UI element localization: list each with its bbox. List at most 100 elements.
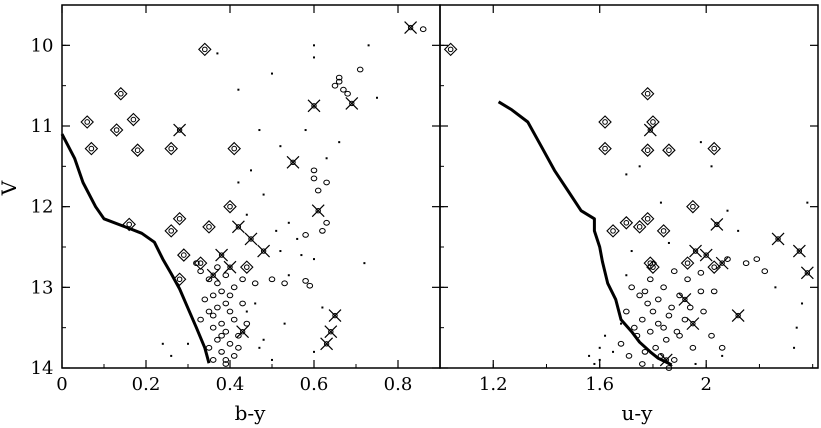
diamond-point — [640, 211, 655, 226]
circle-point — [670, 357, 678, 363]
circle-point — [218, 332, 225, 339]
dot-point — [667, 241, 670, 244]
diamond-point-center — [666, 147, 672, 153]
diamond-point-center — [690, 203, 696, 210]
diamond-point — [662, 143, 676, 157]
circle-point — [310, 175, 318, 182]
dot-point — [187, 342, 189, 345]
diamond-point — [164, 141, 178, 156]
diamond-point — [130, 143, 145, 157]
circle-point — [761, 268, 769, 275]
diamond-point-center — [176, 215, 183, 222]
diamond-point — [646, 115, 660, 129]
dot-point — [262, 193, 265, 196]
circle-point — [201, 296, 209, 303]
cross-point-center — [775, 236, 781, 242]
circle-point — [419, 26, 427, 33]
dot-point — [313, 258, 315, 261]
diamond-point-center — [126, 221, 132, 228]
diamond-point — [680, 256, 695, 270]
cross-point-center — [647, 127, 653, 133]
circle-point — [209, 357, 217, 363]
y-tick-label: 10 — [31, 35, 54, 56]
dot-point — [250, 169, 252, 172]
circle-point — [218, 320, 225, 327]
diamond-point-center — [684, 260, 691, 266]
circle-point — [214, 336, 221, 343]
circle-point — [222, 357, 230, 363]
circle-point — [662, 336, 670, 343]
diamond-point-center — [610, 228, 616, 234]
cross-point-center — [703, 252, 709, 258]
diamond-point-center — [134, 147, 141, 153]
dot-point — [254, 302, 257, 305]
diamond-point-center — [168, 228, 174, 234]
diamond-point-center — [602, 119, 608, 125]
circle-point — [335, 74, 343, 81]
circle-point — [710, 288, 718, 295]
dot-point — [161, 342, 164, 345]
cross-point-center — [235, 224, 242, 230]
cross-point-center — [323, 341, 330, 347]
dot-point — [363, 262, 366, 265]
dot-point — [801, 302, 804, 305]
diamond-point-center — [181, 252, 187, 258]
dot-point — [793, 346, 796, 349]
diamond-point — [643, 256, 658, 270]
circle-point — [230, 353, 238, 359]
dot-point — [275, 229, 278, 232]
left-panel-ticks: 0 0.2 0.4 0.6 0.8 10 11 12 13 14 — [31, 4, 441, 395]
dot-point — [721, 354, 724, 357]
diamond-point-center — [231, 145, 237, 152]
circle-point — [302, 277, 309, 284]
circle-point — [209, 324, 217, 331]
diamond-point-center — [197, 260, 204, 266]
diamond-point — [598, 115, 612, 129]
cross-point — [307, 99, 321, 113]
diamond-point — [443, 42, 458, 57]
circle-point — [214, 264, 221, 271]
left-panel: 0 0.2 0.4 0.6 0.8 10 11 12 13 14 b-y V — [0, 4, 441, 425]
circle-point — [314, 187, 322, 194]
dot-point — [279, 145, 282, 148]
diamond-point-center — [602, 145, 608, 152]
cross-point — [257, 244, 271, 258]
circle-point — [222, 300, 230, 307]
circle-point — [335, 78, 343, 85]
cross-point-center — [311, 103, 317, 109]
circle-point — [708, 332, 715, 339]
diamond-point — [122, 217, 136, 232]
circle-point — [323, 219, 330, 226]
diamond-point-center — [623, 220, 630, 226]
cross-point — [206, 268, 220, 282]
diamond-point-center — [130, 116, 137, 123]
left-panel-marks — [60, 21, 427, 367]
diamond-point — [84, 141, 99, 156]
diamond-point-center — [711, 264, 717, 270]
diamond-point-center — [202, 46, 208, 53]
circle-point — [209, 312, 217, 319]
dot-point — [795, 326, 798, 329]
circle-point — [676, 292, 683, 299]
diamond-point-center — [244, 264, 250, 270]
circle-point — [660, 324, 667, 331]
cross-point — [715, 256, 729, 270]
circle-point — [218, 288, 225, 295]
cross-point — [328, 309, 342, 322]
cross-point — [800, 266, 814, 280]
circle-point — [226, 292, 234, 299]
dot-point — [737, 229, 740, 232]
circle-point — [686, 304, 694, 311]
circle-point — [652, 344, 659, 351]
cross-point — [689, 244, 702, 258]
circle-point — [239, 300, 246, 307]
diamond-point — [202, 220, 216, 234]
circle-point — [226, 308, 234, 315]
circle-point — [193, 260, 200, 267]
dot-point — [170, 354, 173, 357]
dot-point — [283, 322, 286, 325]
y-tick-label: 12 — [31, 197, 54, 218]
cross-point — [244, 232, 258, 246]
circle-point — [209, 292, 217, 299]
circle-point — [218, 348, 225, 355]
